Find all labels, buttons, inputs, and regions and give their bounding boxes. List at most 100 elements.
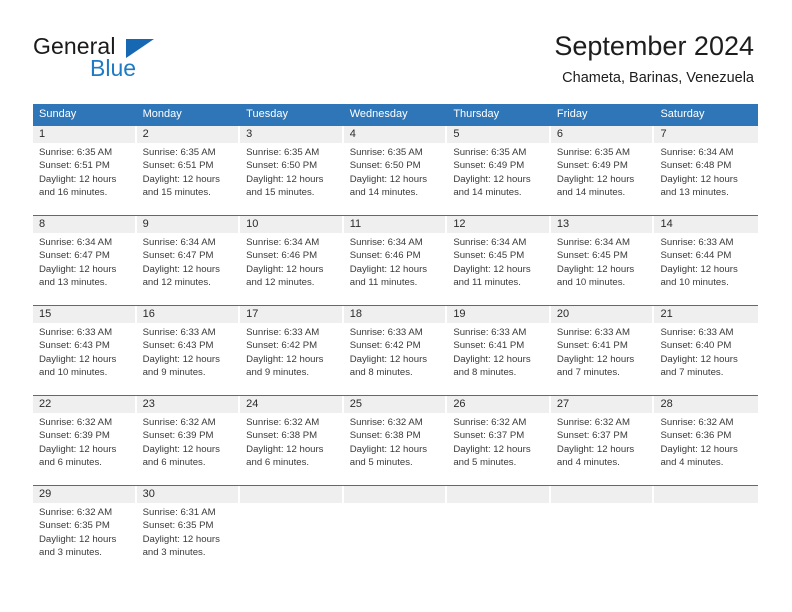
day-cell[interactable]: 22 Sunrise: 6:32 AM Sunset: 6:39 PM Dayligh… xyxy=(33,396,137,485)
day-cell[interactable]: 13 Sunrise: 6:34 AM Sunset: 6:45 PM Dayligh… xyxy=(550,216,655,305)
sunset-text: Sunset: 6:39 PM xyxy=(142,430,214,442)
day-details: Sunrise: 6:32 AM Sunset: 6:38 PM Daylight:… xyxy=(344,413,448,469)
daylight-text-line1: Daylight: 12 hours xyxy=(556,443,635,455)
date-number: 21 xyxy=(660,308,673,320)
sunset-text: Sunset: 6:37 PM xyxy=(453,430,525,442)
day-details: Sunrise: 6:33 AM Sunset: 6:43 PM Daylight:… xyxy=(137,323,241,379)
daylight-text-line1: Daylight: 12 hours xyxy=(349,353,428,365)
weekday-header-tuesday: Tuesday xyxy=(246,108,288,120)
day-cell[interactable]: 21 Sunrise: 6:33 AM Sunset: 6:40 PM Dayligh… xyxy=(654,306,759,395)
date-number: 10 xyxy=(246,218,259,230)
daylight-text-line1: Daylight: 12 hours xyxy=(660,353,738,365)
day-details: Sunrise: 6:33 AM Sunset: 6:44 PM Daylight:… xyxy=(654,233,758,289)
day-cell[interactable]: 5 Sunrise: 6:35 AM Sunset: 6:49 PM Daylight… xyxy=(447,126,551,215)
date-number: 13 xyxy=(556,218,570,230)
date-band: 30 xyxy=(136,486,239,503)
day-cell[interactable]: 20 Sunrise: 6:33 AM Sunset: 6:41 PM Dayligh… xyxy=(550,306,655,395)
day-cell[interactable]: 10 Sunrise: 6:34 AM Sunset: 6:46 PM Dayligh… xyxy=(240,216,344,305)
day-details: Sunrise: 6:33 AM Sunset: 6:41 PM Daylight:… xyxy=(551,323,655,379)
sunset-text: Sunset: 6:41 PM xyxy=(453,340,525,352)
day-cell[interactable]: 14 Sunrise: 6:33 AM Sunset: 6:44 PM Dayligh… xyxy=(654,216,759,305)
day-cell[interactable]: 12 Sunrise: 6:34 AM Sunset: 6:45 PM Dayligh… xyxy=(447,216,551,305)
date-number: 15 xyxy=(39,308,52,320)
day-cell[interactable]: 7 Sunrise: 6:34 AM Sunset: 6:48 PM Daylight… xyxy=(654,126,759,215)
daylight-text-line2: and 12 minutes. xyxy=(142,276,211,288)
weekday-header-thursday: Thursday xyxy=(453,108,500,120)
day-details: Sunrise: 6:33 AM Sunset: 6:42 PM Daylight:… xyxy=(240,323,344,379)
day-cell[interactable]: 16 Sunrise: 6:33 AM Sunset: 6:43 PM Dayligh… xyxy=(136,306,241,395)
weekday-header-saturday: Saturday xyxy=(660,108,705,120)
sunrise-text: Sunrise: 6:33 AM xyxy=(453,327,527,338)
day-cell[interactable]: 25 Sunrise: 6:32 AM Sunset: 6:38 PM Dayligh… xyxy=(343,396,448,485)
date-band: 28 xyxy=(654,396,759,413)
day-details: Sunrise: 6:34 AM Sunset: 6:47 PM Daylight:… xyxy=(33,233,137,289)
day-cell[interactable]: 23 Sunrise: 6:32 AM Sunset: 6:39 PM Dayligh… xyxy=(136,396,241,485)
day-cell[interactable]: 4 Sunrise: 6:35 AM Sunset: 6:50 PM Daylight… xyxy=(343,126,448,215)
day-cell[interactable]: 19 Sunrise: 6:33 AM Sunset: 6:41 PM Dayligh… xyxy=(447,306,551,395)
daylight-text-line1: Daylight: 12 hours xyxy=(39,353,117,365)
day-cell[interactable]: 27 Sunrise: 6:32 AM Sunset: 6:37 PM Dayligh… xyxy=(550,396,655,485)
sunrise-text: Sunrise: 6:32 AM xyxy=(246,417,320,428)
day-cell[interactable]: 1 Sunrise: 6:35 AM Sunset: 6:51 PM Daylight… xyxy=(33,126,137,215)
date-number: 4 xyxy=(349,128,356,140)
date-band: 20 xyxy=(550,306,653,323)
daylight-text-line1: Daylight: 12 hours xyxy=(453,173,531,185)
day-cell[interactable]: 11 Sunrise: 6:34 AM Sunset: 6:46 PM Dayligh… xyxy=(343,216,448,305)
date-band: 22 xyxy=(33,396,135,413)
day-cell[interactable]: 30 Sunrise: 6:31 AM Sunset: 6:35 PM Dayligh… xyxy=(136,486,241,571)
date-number: 5 xyxy=(453,128,460,140)
day-cell[interactable]: 29 Sunrise: 6:32 AM Sunset: 6:35 PM Dayligh… xyxy=(33,486,137,571)
daylight-text-line2: and 7 minutes. xyxy=(556,366,620,378)
day-cell[interactable]: 28 Sunrise: 6:32 AM Sunset: 6:36 PM Dayligh… xyxy=(654,396,759,485)
sunrise-text: Sunrise: 6:33 AM xyxy=(246,327,320,338)
daylight-text-line2: and 8 minutes. xyxy=(349,366,413,378)
date-band: 17 xyxy=(240,306,342,323)
daylight-text-line1: Daylight: 12 hours xyxy=(142,173,220,185)
daylight-text-line1: Daylight: 12 hours xyxy=(349,263,428,275)
weekday-header-friday: Friday xyxy=(556,108,588,120)
day-cell[interactable]: 8 Sunrise: 6:34 AM Sunset: 6:47 PM Daylight… xyxy=(33,216,137,305)
day-cell[interactable]: 2 Sunrise: 6:35 AM Sunset: 6:51 PM Daylight… xyxy=(136,126,241,215)
date-number: 25 xyxy=(349,398,362,410)
sunset-text: Sunset: 6:51 PM xyxy=(39,160,110,172)
daylight-text-line2: and 6 minutes. xyxy=(39,456,102,468)
daylight-text-line1: Daylight: 12 hours xyxy=(142,443,220,455)
sunrise-text: Sunrise: 6:32 AM xyxy=(39,507,113,518)
day-cell[interactable]: 17 Sunrise: 6:33 AM Sunset: 6:42 PM Dayligh… xyxy=(240,306,344,395)
daylight-text-line2: and 13 minutes. xyxy=(660,186,729,198)
day-cell[interactable]: 26 Sunrise: 6:32 AM Sunset: 6:37 PM Dayligh… xyxy=(447,396,551,485)
sunrise-text: Sunrise: 6:35 AM xyxy=(349,147,423,158)
daylight-text-line1: Daylight: 12 hours xyxy=(660,263,738,275)
sunrise-text: Sunrise: 6:35 AM xyxy=(39,147,113,158)
calendar-grid: Sunday Monday Tuesday Wednesday Thursday… xyxy=(33,104,759,571)
day-cell[interactable]: 9 Sunrise: 6:34 AM Sunset: 6:47 PM Daylight… xyxy=(136,216,241,305)
day-cell[interactable]: 24 Sunrise: 6:32 AM Sunset: 6:38 PM Dayligh… xyxy=(240,396,344,485)
day-details: Sunrise: 6:31 AM Sunset: 6:35 PM Daylight:… xyxy=(137,503,241,559)
day-cell[interactable]: 6 Sunrise: 6:35 AM Sunset: 6:49 PM Daylight… xyxy=(550,126,655,215)
date-band: 11 xyxy=(343,216,446,233)
day-cell[interactable]: 15 Sunrise: 6:33 AM Sunset: 6:43 PM Dayligh… xyxy=(33,306,137,395)
daylight-text-line1: Daylight: 12 hours xyxy=(246,173,324,185)
daylight-text-line2: and 8 minutes. xyxy=(453,366,517,378)
daylight-text-line1: Daylight: 12 hours xyxy=(349,443,428,455)
sunset-text: Sunset: 6:41 PM xyxy=(556,340,628,352)
date-band xyxy=(654,486,759,503)
day-cell[interactable]: 3 Sunrise: 6:35 AM Sunset: 6:50 PM Daylight… xyxy=(240,126,344,215)
sunset-text: Sunset: 6:49 PM xyxy=(556,160,628,172)
generalblue-logo[interactable]: General Blue xyxy=(33,33,223,85)
weekday-header-monday: Monday xyxy=(142,108,182,120)
date-number: 28 xyxy=(660,398,673,410)
date-band: 14 xyxy=(654,216,759,233)
calendar-week-row: 1 Sunrise: 6:35 AM Sunset: 6:51 PM Daylight… xyxy=(33,125,759,215)
date-band: 26 xyxy=(447,396,549,413)
day-cell[interactable]: 18 Sunrise: 6:33 AM Sunset: 6:42 PM Dayligh… xyxy=(343,306,448,395)
sunset-text: Sunset: 6:42 PM xyxy=(246,340,318,352)
date-band: 3 xyxy=(240,126,342,143)
sunset-text: Sunset: 6:38 PM xyxy=(246,430,318,442)
sunset-text: Sunset: 6:48 PM xyxy=(660,160,732,172)
sunset-text: Sunset: 6:45 PM xyxy=(556,250,628,262)
date-band xyxy=(240,486,342,503)
daylight-text-line1: Daylight: 12 hours xyxy=(453,443,531,455)
date-band: 4 xyxy=(343,126,446,143)
day-details: Sunrise: 6:35 AM Sunset: 6:49 PM Daylight:… xyxy=(447,143,551,199)
